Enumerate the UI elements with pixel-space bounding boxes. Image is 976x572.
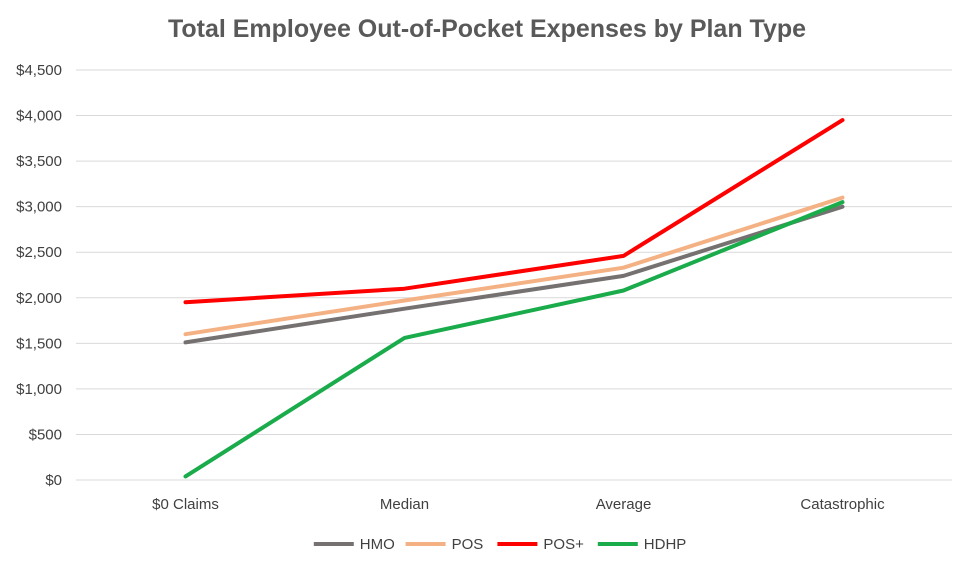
y-tick-label: $4,500	[16, 62, 62, 79]
gridlines	[76, 69, 952, 481]
y-tick-label: $2,000	[16, 290, 62, 307]
x-tick-label: $0 Claims	[152, 496, 219, 513]
y-tick-label: $3,000	[16, 199, 62, 216]
legend: HMO POS POS+ HDHP	[313, 536, 687, 553]
y-tick-label: $1,000	[16, 381, 62, 398]
series-lines	[183, 118, 845, 479]
y-tick-label: $0	[45, 472, 62, 489]
legend-item: HDHP	[597, 536, 687, 553]
legend-label: HDHP	[644, 536, 687, 553]
y-tick-label: $3,500	[16, 153, 62, 170]
series-line-hmo	[183, 204, 845, 345]
chart-title: Total Employee Out-of-Pocket Expenses by…	[168, 15, 806, 43]
legend-item: HMO	[313, 536, 395, 553]
x-tick-label: Median	[380, 496, 429, 513]
legend-label: POS+	[543, 536, 584, 553]
legend-item: POS+	[497, 536, 584, 553]
legend-label: POS	[452, 536, 484, 553]
series-line-hdhp	[183, 200, 845, 479]
legend-label: HMO	[360, 536, 395, 553]
x-tick-label: Catastrophic	[800, 496, 885, 513]
series-line-posplus	[183, 118, 845, 305]
y-tick-label: $500	[29, 426, 62, 443]
legend-item: POS	[405, 536, 484, 553]
x-axis-ticks: $0 Claims Median Average Catastrophic	[152, 496, 885, 513]
x-tick-label: Average	[596, 496, 652, 513]
y-axis-ticks: $0 $500 $1,000 $1,500 $2,000 $2,500 $3,000 $3,5…	[16, 62, 62, 489]
y-tick-label: $1,500	[16, 335, 62, 352]
y-tick-label: $4,000	[16, 108, 62, 125]
series-line-pos	[183, 195, 845, 337]
y-tick-label: $2,500	[16, 244, 62, 261]
